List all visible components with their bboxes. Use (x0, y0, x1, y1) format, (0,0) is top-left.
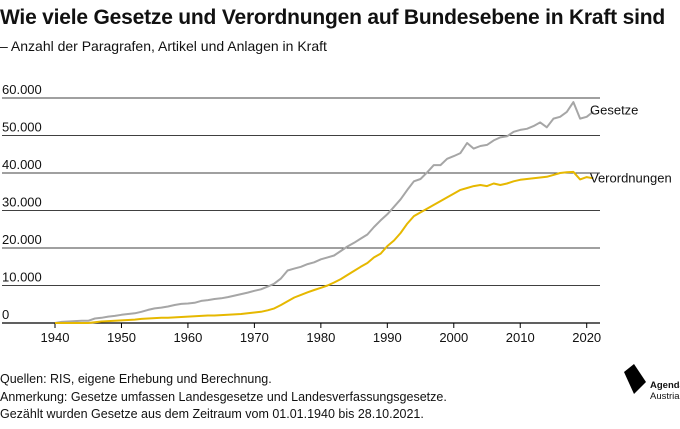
series-label-gesetze: Gesetze (590, 103, 638, 118)
footer-notes: Quellen: RIS, eigene Erhebung und Berech… (0, 371, 447, 424)
y-tick-label: 20.000 (2, 232, 42, 247)
series-label-verordnungen: Verordnungen (590, 170, 672, 185)
x-tick-label: 1980 (306, 330, 335, 345)
range-note: Gezählt wurden Gesetze aus dem Zeitraum … (0, 407, 424, 421)
x-tick-label: 2000 (439, 330, 468, 345)
y-tick-label: 40.000 (2, 157, 42, 172)
y-tick-label: 10.000 (2, 270, 42, 285)
x-tick-label: 1970 (240, 330, 269, 345)
series-line-verordnungen (55, 170, 594, 324)
agenda-austria-logo-icon (624, 364, 646, 394)
x-tick-label: 2020 (572, 330, 601, 345)
logo-name: Agenda (650, 380, 680, 391)
y-tick-label: 0 (2, 307, 9, 322)
y-tick-label: 50.000 (2, 120, 42, 135)
line-chart: 0 10.000 20.000 30.000 40.000 50.000 60.000 19… (2, 82, 672, 345)
series-lines (54, 101, 595, 324)
x-tick-label: 1950 (107, 330, 136, 345)
x-tick-label: 1960 (173, 330, 202, 345)
y-axis-ticks: 0 10.000 20.000 30.000 40.000 50.000 60.000 (2, 82, 42, 322)
x-tick-label: 2010 (506, 330, 535, 345)
logo-text: Agenda Austria (650, 380, 680, 402)
annotation-note: Anmerkung: Gesetze umfassen Landesgesetz… (0, 389, 447, 404)
gridlines (2, 97, 600, 324)
x-axis: 1940 1950 1960 1970 1980 1990 2000 2010 2020 (41, 323, 601, 345)
series-labels: Gesetze Verordnungen (590, 103, 672, 186)
x-tick-label: 1940 (41, 330, 70, 345)
y-tick-label: 30.000 (2, 195, 42, 210)
series-line-gesetze (54, 101, 595, 324)
y-tick-label: 60.000 (2, 82, 42, 97)
logo-sub: Austria (650, 390, 680, 402)
chart-subtitle: – Anzahl der Paragrafen, Artikel und Anl… (0, 38, 327, 54)
source-note: Quellen: RIS, eigene Erhebung und Berech… (0, 372, 272, 386)
x-tick-label: 1990 (373, 330, 402, 345)
chart-title: Wie viele Gesetze und Verordnungen auf B… (0, 6, 665, 29)
